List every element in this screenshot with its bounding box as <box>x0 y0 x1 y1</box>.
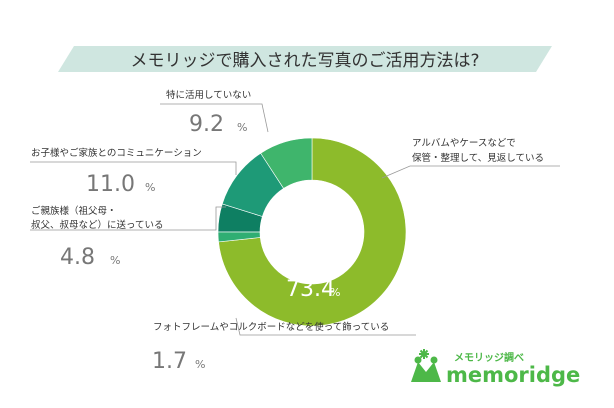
slice-value-relatives: 4.8 <box>60 245 95 270</box>
slice-unit-album: % <box>330 286 340 299</box>
leader-line-photo-frame <box>235 317 416 336</box>
slice-value-not-used: 9.2 <box>189 112 224 137</box>
leader-line-not-used <box>160 103 269 133</box>
slice-label-communication: お子様やご家族とのコミュニケーション <box>31 147 202 159</box>
slice-value-communication: 11.0 <box>86 172 135 197</box>
people-icon <box>411 356 441 382</box>
leader-line-album <box>381 165 560 179</box>
donut-slices <box>217 137 407 327</box>
title-banner <box>58 46 552 72</box>
slice-unit-photo-frame: % <box>195 358 205 371</box>
slice-label-album: 保管・整理して、見返している <box>412 152 544 164</box>
chart-title: メモリッジで購入された写真のご活用方法は? <box>130 51 479 71</box>
leader-line-communication <box>30 161 237 175</box>
sparkle-icon <box>419 349 429 359</box>
slice-unit-relatives: % <box>110 254 120 267</box>
slice-label-relatives: ご親族様（祖父母・ <box>31 205 117 217</box>
slice-value-photo-frame: 1.7 <box>152 349 187 374</box>
slice-label-relatives: 叔父、叔母など）に送っている <box>31 219 164 231</box>
slice-label-not-used: 特に活用していない <box>166 89 251 101</box>
slice-not-used <box>260 137 313 189</box>
slice-album <box>218 137 407 327</box>
slice-unit-not-used: % <box>237 121 247 134</box>
leader-line-relatives <box>30 206 226 231</box>
brand-logo: メモリッジ調べ memoridge <box>411 349 580 387</box>
leader-lines <box>30 103 560 336</box>
brand-tagline: メモリッジ調べ <box>454 351 524 364</box>
slice-value-album: 73.4 <box>286 277 335 302</box>
brand-name: memoridge <box>446 363 580 387</box>
slice-label-photo-frame: フォトフレームやコルクボードなどを使って飾っている <box>153 321 389 333</box>
slice-label-album: アルバムやケースなどで <box>412 138 516 149</box>
slice-unit-communication: % <box>145 181 155 194</box>
